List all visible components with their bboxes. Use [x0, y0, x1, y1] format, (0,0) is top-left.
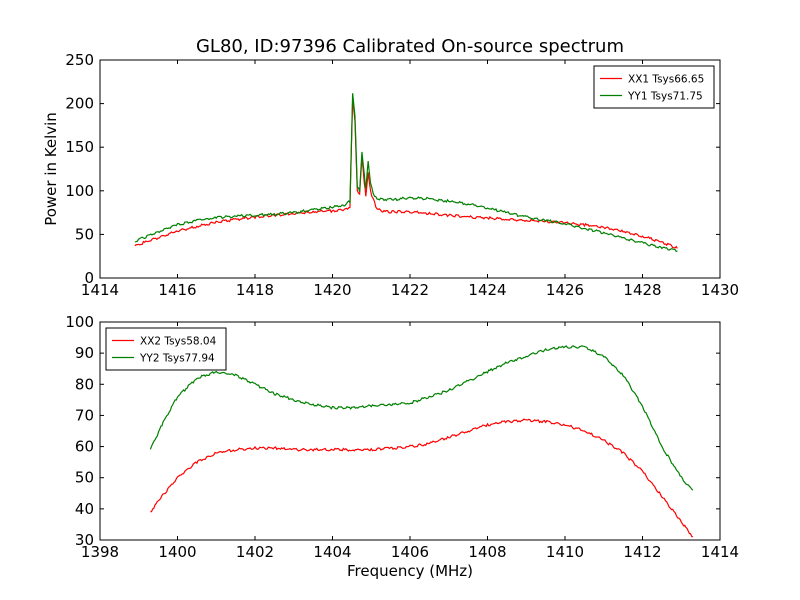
x-axis-label: Frequency (MHz) [347, 562, 473, 580]
y-tick-label: 60 [75, 438, 94, 456]
x-tick-label: 1426 [546, 281, 584, 299]
x-tick-label: 1410 [546, 543, 584, 561]
legend-box [593, 65, 715, 109]
legend-entry-label: XX2 Tsys58.04 [140, 336, 217, 348]
series-lines [134, 93, 678, 253]
x-tick-label: 1420 [313, 281, 351, 299]
x-tick-label: 1418 [236, 281, 274, 299]
y-tick-label: 40 [75, 500, 94, 518]
series-line-2 [149, 345, 694, 491]
legend-entry-label: XX1 Tsys66.65 [628, 74, 704, 86]
x-tick-label: 1414 [81, 281, 119, 299]
y-tick-label: 250 [65, 51, 94, 69]
x-tick-label: 1400 [158, 543, 196, 561]
y-tick-label: 50 [75, 469, 94, 487]
legend: XX2 Tsys58.04 YY2 Tsys77.94 [105, 327, 227, 371]
legend-entry-label: YY2 Tsys77.94 [139, 353, 215, 365]
x-tick-label: 1412 [623, 543, 661, 561]
bottom-spectrum-plot: 1398 1400 1402 1404 1406 1408 1410 1412 1414 30 40… [65, 313, 739, 580]
x-tick-label: 1408 [468, 543, 506, 561]
x-tick-label: 1428 [623, 281, 661, 299]
series-line-1 [134, 98, 678, 249]
x-tick-label: 1404 [313, 543, 351, 561]
series-line-1 [150, 418, 694, 538]
x-tick-label: 1398 [81, 543, 119, 561]
legend-box [105, 327, 227, 371]
y-tick-label: 100 [65, 313, 94, 331]
y-axis-label: Power in Kelvin [42, 112, 60, 226]
figure-title: GL80, ID:97396 Calibrated On-source spec… [196, 36, 624, 57]
x-tick-label: 1424 [468, 281, 506, 299]
legend-entry-label: YY1 Tsys71.75 [627, 91, 703, 103]
y-tick-label: 80 [75, 375, 94, 393]
y-tick-label: 100 [65, 182, 94, 200]
y-tick-label: 90 [75, 344, 94, 362]
y-tick-label: 0 [84, 269, 94, 287]
series-line-2 [134, 93, 678, 253]
x-tick-label: 1416 [158, 281, 196, 299]
x-tick-label: 1414 [701, 543, 739, 561]
x-tick-label: 1422 [391, 281, 429, 299]
series-lines [149, 345, 694, 538]
y-tick-label: 70 [75, 406, 94, 424]
legend: XX1 Tsys66.65 YY1 Tsys71.75 [593, 65, 715, 109]
top-spectrum-plot: 1414 1416 1418 1420 1422 1424 1426 1428 1430 0 50 1… [42, 51, 739, 299]
x-tick-label: 1430 [701, 281, 739, 299]
y-tick-label: 30 [75, 531, 94, 549]
x-tick-label: 1406 [391, 543, 429, 561]
y-tick-label: 150 [65, 138, 94, 156]
y-tick-label: 50 [75, 225, 94, 243]
x-tick-label: 1402 [236, 543, 274, 561]
y-tick-label: 200 [65, 95, 94, 113]
